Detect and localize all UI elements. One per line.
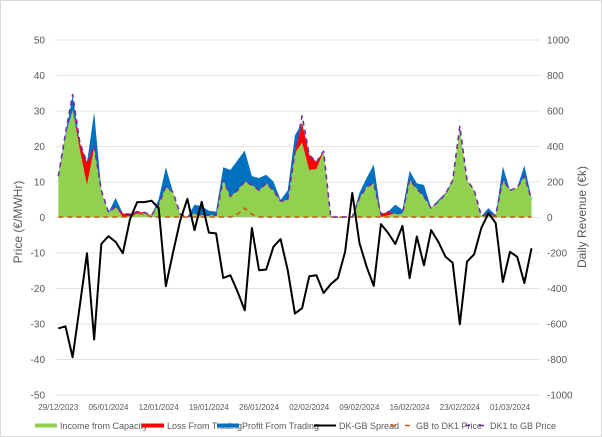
right-tick-label: -600 bbox=[547, 320, 567, 331]
right-tick-label: 400 bbox=[547, 142, 564, 153]
legend-swatch bbox=[142, 423, 164, 428]
x-tick-label: 16/02/2024 bbox=[390, 403, 431, 412]
x-tick-label: 19/01/2024 bbox=[189, 403, 230, 412]
legend-swatch bbox=[35, 423, 57, 428]
left-tick-label: 0 bbox=[39, 213, 45, 224]
area-income-from-capacity bbox=[58, 110, 532, 217]
legend-label: DK1 to GB Price bbox=[490, 421, 556, 431]
left-tick-label: -20 bbox=[31, 284, 46, 295]
x-axis-ticks: 29/12/2023 05/01/2024 12/01/2024 19/01/2024… bbox=[38, 403, 530, 412]
legend-item: Profit From Trading bbox=[217, 421, 319, 431]
legend-item: Loss From Trading bbox=[142, 421, 242, 431]
left-tick-label: 30 bbox=[34, 107, 46, 118]
legend-swatch bbox=[217, 423, 239, 428]
legend-label: Income from Capacity bbox=[60, 421, 148, 431]
right-tick-label: -1000 bbox=[547, 391, 573, 402]
left-axis-title: Price (€/MWHr) bbox=[11, 181, 25, 264]
legend-label: Profit From Trading bbox=[242, 421, 319, 431]
left-tick-label: 20 bbox=[34, 142, 46, 153]
x-tick-label: 02/02/2024 bbox=[289, 403, 330, 412]
left-axis-ticks: 50 40 30 20 10 0 -10 -20 -30 -40 -50 bbox=[31, 36, 46, 402]
right-tick-label: -200 bbox=[547, 249, 567, 260]
left-tick-label: 50 bbox=[34, 36, 46, 47]
line-dk1-to-gb-price bbox=[57, 93, 533, 218]
right-axis-title: Daily Revenue (€k) bbox=[575, 166, 589, 268]
line-dk-gb-spread bbox=[58, 191, 533, 359]
legend-label: Loss From Trading bbox=[167, 421, 242, 431]
legend-label: DK-GB Spread bbox=[339, 421, 399, 431]
x-tick-label: 29/12/2023 bbox=[38, 403, 79, 412]
right-tick-label: 200 bbox=[547, 178, 564, 189]
right-tick-label: 0 bbox=[547, 213, 553, 224]
left-tick-label: -40 bbox=[31, 355, 46, 366]
legend: Income from Capacity Loss From Trading Pro… bbox=[35, 421, 556, 431]
x-tick-label: 26/01/2024 bbox=[239, 403, 280, 412]
right-tick-label: -400 bbox=[547, 284, 567, 295]
legend-label: GB to DK1 Price bbox=[416, 421, 482, 431]
right-tick-label: 1000 bbox=[547, 36, 570, 47]
right-tick-label: -800 bbox=[547, 355, 567, 366]
right-tick-label: 600 bbox=[547, 107, 564, 118]
line-gb-to-dk1-price bbox=[58, 207, 532, 218]
legend-item: DK1 to GB Price bbox=[465, 421, 556, 431]
left-tick-label: 10 bbox=[34, 178, 46, 189]
price-lines bbox=[57, 93, 533, 359]
x-tick-label: 12/01/2024 bbox=[139, 403, 180, 412]
x-tick-label: 01/03/2024 bbox=[490, 403, 531, 412]
legend-item: Income from Capacity bbox=[35, 421, 148, 431]
stacked-areas bbox=[58, 96, 532, 217]
x-tick-label: 05/01/2024 bbox=[88, 403, 129, 412]
left-tick-label: -50 bbox=[31, 391, 46, 402]
right-tick-label: 800 bbox=[547, 71, 564, 82]
x-tick-label: 23/02/2024 bbox=[440, 403, 481, 412]
left-tick-label: -30 bbox=[31, 320, 46, 331]
right-axis-ticks: 1000 800 600 400 200 0 -200 -400 -600 -800 -1000 bbox=[547, 36, 573, 402]
legend-item: GB to DK1 Price bbox=[391, 421, 482, 431]
left-tick-label: 40 bbox=[34, 71, 46, 82]
x-tick-label: 09/02/2024 bbox=[339, 403, 380, 412]
legend-item: DK-GB Spread bbox=[314, 421, 399, 431]
left-tick-label: -10 bbox=[31, 249, 46, 260]
